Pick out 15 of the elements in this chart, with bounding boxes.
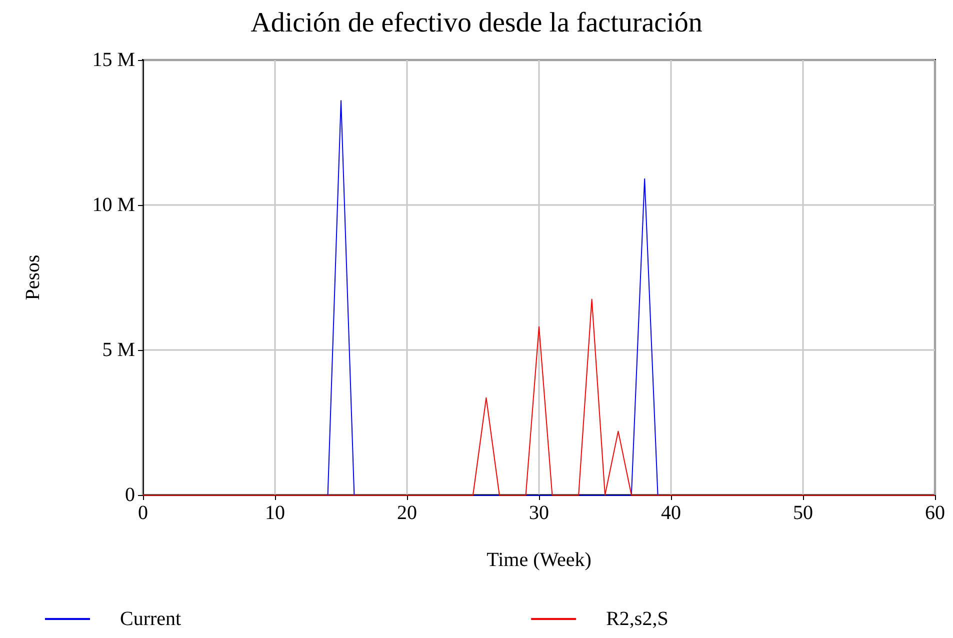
x-tick-label: 20 <box>397 502 417 524</box>
x-axis-title: Time (Week) <box>486 549 592 571</box>
chart-title: Adición de efectivo desde la facturación <box>250 8 702 38</box>
y-tick-label: 15 M <box>92 49 136 71</box>
x-tick-label: 40 <box>661 502 681 524</box>
x-tick-label: 10 <box>265 502 285 524</box>
x-tick-label: 60 <box>925 502 945 524</box>
y-tick-label: 5 M <box>102 339 136 361</box>
y-axis-title: Pesos <box>22 254 44 300</box>
legend-label: Current <box>120 608 182 630</box>
y-tick-label: 0 <box>125 484 135 506</box>
y-tick-label: 10 M <box>92 194 136 216</box>
legend-label: R2,s2,S <box>606 608 668 630</box>
x-tick-label: 50 <box>793 502 813 524</box>
x-tick-label: 30 <box>529 502 549 524</box>
